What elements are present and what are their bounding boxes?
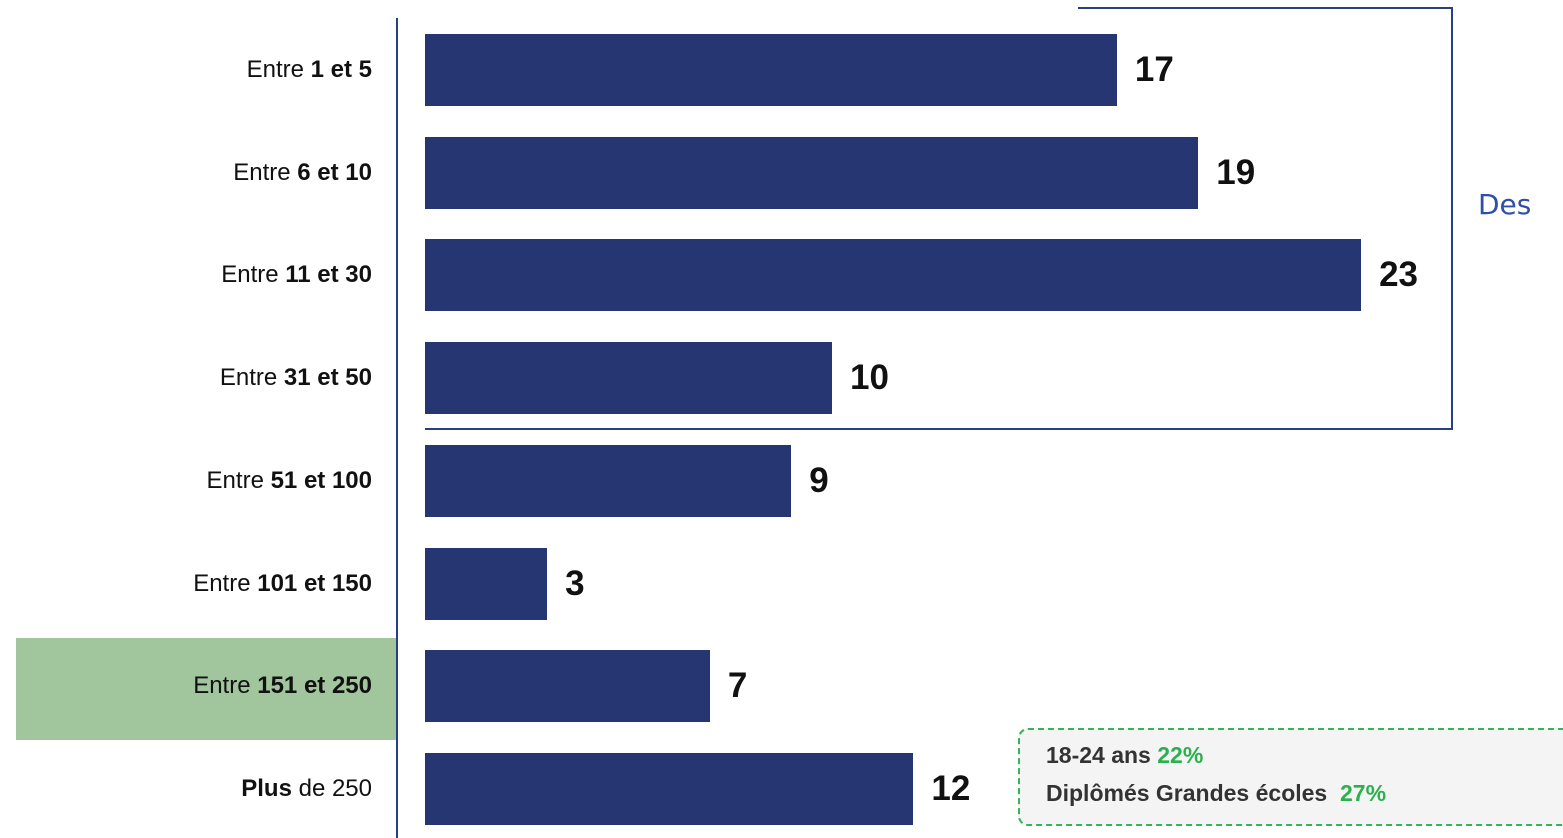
callout-line-2: Diplômés Grandes écoles 27% (1046, 780, 1386, 807)
bar-value-label: 3 (565, 563, 585, 603)
bar (425, 239, 1362, 312)
bar (425, 650, 710, 723)
category-label: Plus de 250 (241, 774, 372, 802)
bracket-right-line (1451, 7, 1453, 430)
bar-value-label: 17 (1134, 50, 1174, 89)
bar (425, 444, 792, 517)
bar (425, 547, 548, 620)
bracket-label: Des (1478, 188, 1532, 221)
callout-label-2: Diplômés Grandes écoles (1046, 780, 1328, 806)
category-label: Entre 6 et 10 (233, 158, 372, 186)
bar (425, 34, 1117, 106)
callout-value-2: 27% (1340, 780, 1387, 806)
bar-value-label: 7 (727, 666, 748, 706)
bar (425, 752, 914, 825)
bar (425, 342, 832, 415)
category-label: Entre 31 et 50 (219, 364, 372, 392)
category-label: Entre 1 et 5 (246, 56, 372, 83)
bar-value-label: 23 (1379, 255, 1419, 295)
bar-value-label: 9 (809, 460, 829, 500)
bracket-top-line (1078, 7, 1453, 9)
category-label: Entre 101 et 150 (193, 569, 372, 597)
category-label: Entre 51 et 100 (206, 466, 372, 494)
callout-line-1: 18-24 ans 22% (1046, 742, 1203, 769)
category-label: Entre 11 et 30 (221, 261, 372, 289)
callout-value-1: 22% (1157, 742, 1204, 768)
bar-value-label: 10 (850, 358, 889, 398)
bar (425, 136, 1199, 209)
highlight-band (16, 638, 396, 740)
bar-value-label: 12 (931, 768, 971, 808)
callout-box: 18-24 ans 22% Diplômés Grandes écoles 27… (1018, 728, 1563, 826)
bracket-bottom-line (425, 428, 1453, 430)
bar-value-label: 19 (1216, 152, 1256, 192)
callout-label-1: 18-24 ans (1046, 742, 1151, 768)
category-label: Entre 151 et 250 (193, 672, 372, 700)
y-axis-line (396, 18, 398, 838)
